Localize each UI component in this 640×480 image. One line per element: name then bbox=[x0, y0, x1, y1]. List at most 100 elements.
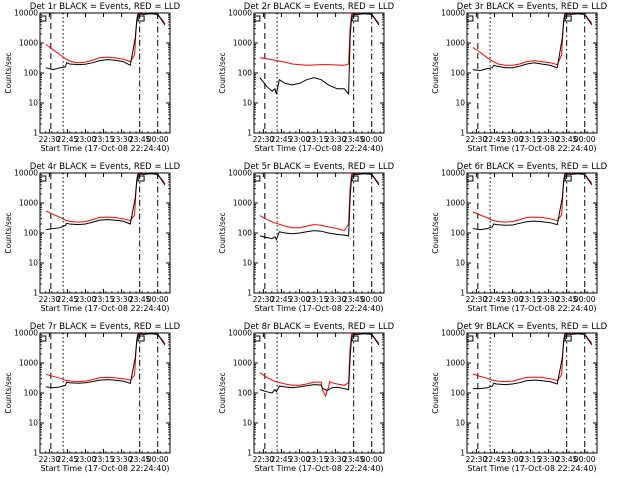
x-tick-label: 22:30 bbox=[39, 455, 61, 464]
plot-frame bbox=[466, 332, 598, 454]
events-series-line bbox=[472, 13, 593, 72]
x-tick-label: 23:15 bbox=[93, 135, 115, 144]
marker-box bbox=[253, 15, 261, 22]
panel-title: Det 7r BLACK = Events, RED = LLD bbox=[30, 322, 181, 332]
marker-box bbox=[351, 175, 359, 182]
marker-box bbox=[351, 335, 359, 342]
marker-box bbox=[39, 335, 47, 342]
lld-series-line bbox=[45, 173, 166, 223]
marker-box bbox=[466, 15, 474, 22]
x-axis-label: Start Time (17-Oct-08 22:24:40) bbox=[254, 304, 383, 313]
plot-frame bbox=[253, 172, 385, 294]
plot-frame bbox=[39, 172, 171, 294]
x-tick-label: 23:00 bbox=[502, 455, 524, 464]
y-tick-label: 100 bbox=[238, 69, 253, 78]
y-axis-label: Counts/sec bbox=[431, 212, 440, 253]
x-tick-label: 23:30 bbox=[111, 135, 133, 144]
x-tick-label: 00:00 bbox=[147, 295, 169, 304]
events-series-line bbox=[259, 13, 380, 96]
panel-title: Det 8r BLACK = Events, RED = LLD bbox=[244, 322, 395, 332]
y-axis-label: Counts/sec bbox=[4, 372, 13, 413]
y-tick-label: 10000 bbox=[228, 329, 252, 338]
y-tick-label: 1000 bbox=[233, 199, 252, 208]
panel-title: Det 1r BLACK = Events, RED = LLD bbox=[30, 2, 181, 12]
x-tick-label: 23:30 bbox=[538, 455, 560, 464]
x-tick-label: 23:15 bbox=[307, 135, 329, 144]
x-tick-label: 23:00 bbox=[289, 135, 311, 144]
x-tick-label: 00:00 bbox=[574, 135, 596, 144]
y-axis-label: Counts/sec bbox=[4, 212, 13, 253]
y-tick-label: 100 bbox=[451, 229, 466, 238]
x-tick-label: 23:30 bbox=[325, 135, 347, 144]
events-series-line bbox=[472, 333, 593, 390]
lld-series-line bbox=[45, 333, 166, 383]
events-series-line bbox=[45, 173, 166, 231]
x-tick-label: 22:30 bbox=[39, 295, 61, 304]
lld-series-line bbox=[45, 13, 166, 64]
x-tick-label: 22:30 bbox=[39, 135, 61, 144]
x-tick-label: 23:15 bbox=[520, 135, 542, 144]
x-tick-label: 22:30 bbox=[466, 135, 488, 144]
y-tick-label: 100 bbox=[451, 389, 466, 398]
x-tick-label: 23:30 bbox=[325, 455, 347, 464]
detector-panel-2: Det 2r BLACK = Events, RED = LLD 1 10 100 10… bbox=[218, 2, 395, 153]
x-tick-label: 00:00 bbox=[361, 455, 383, 464]
x-tick-label: 22:45 bbox=[484, 455, 506, 464]
x-tick-label: 22:30 bbox=[253, 455, 275, 464]
y-tick-label: 100 bbox=[24, 69, 39, 78]
x-axis-label: Start Time (17-Oct-08 22:24:40) bbox=[40, 304, 169, 313]
y-tick-label: 10 bbox=[242, 419, 252, 428]
x-tick-label: 23:00 bbox=[75, 135, 97, 144]
y-tick-label: 10 bbox=[455, 99, 465, 108]
plot-frame bbox=[39, 12, 171, 134]
x-tick-label: 22:45 bbox=[271, 295, 293, 304]
x-tick-label: 00:00 bbox=[361, 135, 383, 144]
x-tick-label: 23:15 bbox=[307, 295, 329, 304]
plot-frame bbox=[39, 332, 171, 454]
detector-panel-7: Det 7r BLACK = Events, RED = LLD 1 10 100 10… bbox=[4, 322, 181, 473]
x-tick-label: 22:30 bbox=[466, 455, 488, 464]
y-tick-label: 100 bbox=[238, 389, 253, 398]
x-tick-label: 22:45 bbox=[484, 135, 506, 144]
x-tick-label: 22:45 bbox=[57, 455, 79, 464]
marker-box bbox=[253, 335, 261, 342]
x-tick-label: 23:45 bbox=[343, 295, 365, 304]
detector-panel-5: Det 5r BLACK = Events, RED = LLD 1 10 100 10… bbox=[218, 162, 395, 313]
x-axis-label: Start Time (17-Oct-08 22:24:40) bbox=[254, 144, 383, 153]
x-tick-label: 23:45 bbox=[556, 135, 578, 144]
x-axis-label: Start Time (17-Oct-08 22:24:40) bbox=[40, 464, 169, 473]
plot-frame bbox=[253, 332, 385, 454]
x-tick-label: 00:00 bbox=[574, 295, 596, 304]
x-tick-label: 23:00 bbox=[502, 135, 524, 144]
marker-box bbox=[39, 15, 47, 22]
x-tick-label: 00:00 bbox=[147, 455, 169, 464]
plot-frame bbox=[466, 12, 598, 134]
y-tick-label: 1 bbox=[247, 129, 252, 138]
marker-box bbox=[137, 15, 145, 22]
marker-box bbox=[39, 175, 47, 182]
x-tick-label: 23:15 bbox=[93, 455, 115, 464]
x-tick-label: 22:30 bbox=[253, 135, 275, 144]
panel-title: Det 4r BLACK = Events, RED = LLD bbox=[30, 162, 181, 172]
x-tick-label: 22:30 bbox=[253, 295, 275, 304]
x-tick-label: 23:45 bbox=[556, 295, 578, 304]
y-tick-label: 10 bbox=[455, 259, 465, 268]
x-axis-label: Start Time (17-Oct-08 22:24:40) bbox=[40, 144, 169, 153]
x-tick-label: 23:30 bbox=[325, 295, 347, 304]
marker-box bbox=[564, 335, 572, 342]
x-tick-label: 23:45 bbox=[556, 455, 578, 464]
lld-series-line bbox=[472, 333, 593, 383]
plot-frame bbox=[253, 12, 385, 134]
y-tick-label: 10000 bbox=[228, 9, 252, 18]
x-tick-label: 23:45 bbox=[343, 455, 365, 464]
x-tick-label: 22:30 bbox=[466, 295, 488, 304]
y-tick-label: 1000 bbox=[233, 359, 252, 368]
detector-panel-9: Det 9r BLACK = Events, RED = LLD 1 10 100 10… bbox=[431, 322, 608, 473]
y-tick-label: 10 bbox=[28, 419, 38, 428]
y-tick-label: 10000 bbox=[441, 329, 465, 338]
y-tick-label: 1 bbox=[247, 449, 252, 458]
y-tick-label: 1000 bbox=[19, 359, 38, 368]
y-tick-label: 10 bbox=[455, 419, 465, 428]
x-tick-label: 23:00 bbox=[289, 295, 311, 304]
